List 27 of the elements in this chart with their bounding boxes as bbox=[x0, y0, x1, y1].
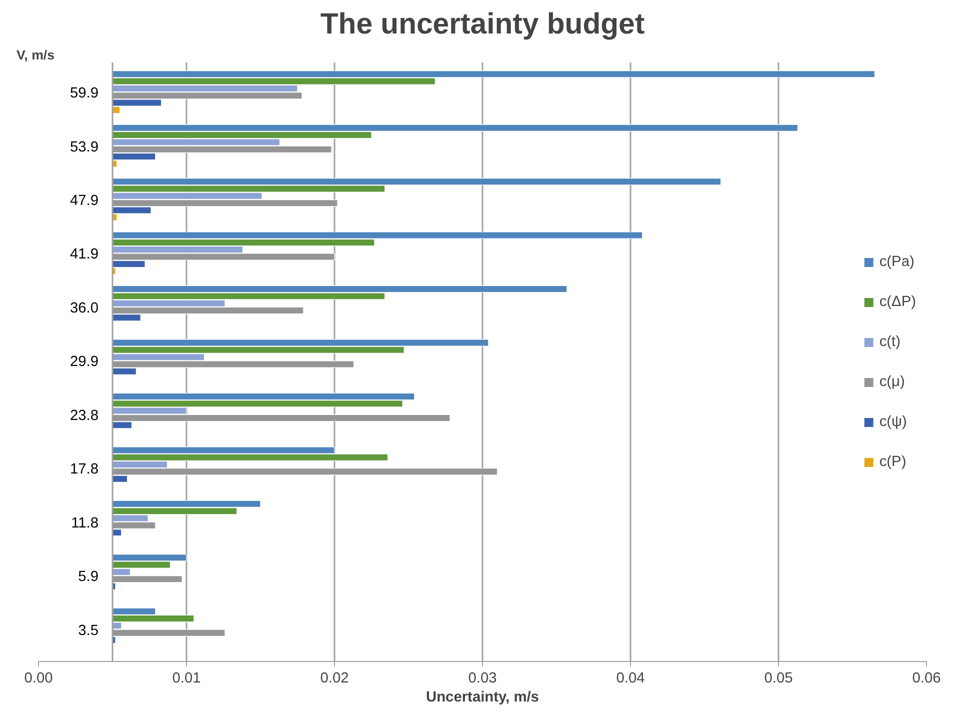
x-tick-label: 0.02 bbox=[320, 670, 349, 686]
y-axis-title: V, m/s bbox=[16, 48, 55, 62]
y-tick-label: 5.9 bbox=[78, 569, 98, 586]
chart-title: The uncertainty budget bbox=[320, 8, 645, 40]
y-tick-label: 41.9 bbox=[70, 246, 99, 263]
x-tick-label: 0.01 bbox=[172, 670, 201, 686]
legend-label: c(ΔP) bbox=[879, 294, 916, 310]
x-tick-label: 0.04 bbox=[616, 670, 645, 686]
legend-label: c(μ) bbox=[879, 374, 905, 390]
x-tick-label: 0.03 bbox=[468, 670, 497, 686]
legend-label: c(P) bbox=[879, 454, 906, 470]
x-tick-label: 0.06 bbox=[912, 670, 941, 686]
x-axis-title: Uncertainty, m/s bbox=[426, 690, 539, 706]
y-tick-label: 47.9 bbox=[70, 192, 99, 209]
y-tick-label: 29.9 bbox=[70, 354, 99, 370]
x-tick-label: 0.05 bbox=[764, 670, 793, 686]
y-tick-label: 53.9 bbox=[70, 139, 99, 156]
legend-label: c(t) bbox=[879, 334, 901, 350]
legend-label: c(Pa) bbox=[879, 254, 914, 270]
y-tick-label: 59.9 bbox=[70, 86, 99, 102]
y-tick-label: 11.8 bbox=[71, 515, 98, 532]
y-tick-label: 23.8 bbox=[70, 408, 99, 424]
y-tick-label: 3.5 bbox=[78, 622, 98, 639]
y-tick-label: 17.8 bbox=[70, 462, 99, 478]
x-tick-label: 0.00 bbox=[24, 670, 53, 686]
y-tick-label: 36.0 bbox=[70, 300, 99, 316]
legend-label: c(ψ) bbox=[879, 414, 907, 430]
